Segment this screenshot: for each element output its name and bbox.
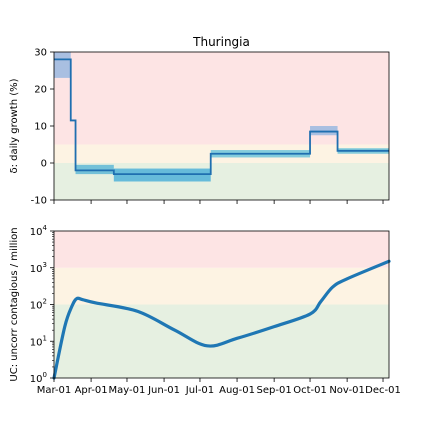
top-panel: -10 0 10 20 30 Thuringia δ: daily growth (%) — [9, 35, 390, 207]
top-y-axis-label: δ: daily growth (%) — [9, 78, 20, 173]
x-tick-label: Apr-01 — [75, 385, 108, 396]
y-tick-label: 30 — [34, 48, 47, 59]
y-tick-label: 10 — [34, 122, 47, 133]
bottom-y-axis-label: UC: uncorr contagious / million — [9, 227, 20, 381]
x-tick-label: Nov-01 — [329, 385, 365, 396]
bottom-background-band — [54, 267, 389, 305]
bottom-y-ticks: 100 101 102 103 104 — [30, 224, 54, 385]
top-x-ticks — [53, 200, 384, 204]
x-tick-label: Jul-01 — [185, 385, 214, 396]
bottom-background-band — [54, 304, 389, 378]
y-tick-label: 103 — [30, 261, 47, 275]
bottom-background-bands — [54, 231, 389, 378]
y-tick-label: 104 — [30, 224, 48, 238]
x-tick-label: Aug-01 — [219, 385, 255, 396]
growth-uncertainty-band — [54, 52, 71, 78]
top-y-ticks: -10 0 10 20 30 — [31, 48, 54, 207]
growth-step-line — [54, 58, 389, 175]
x-tick-label: Sep-01 — [257, 385, 292, 396]
top-background-band — [54, 52, 389, 145]
growth-uncertainty-band — [75, 164, 114, 175]
x-tick-label: Dec-01 — [365, 385, 401, 396]
y-tick-label: 20 — [34, 85, 47, 96]
y-tick-label: 100 — [30, 371, 47, 385]
chart-title: Thuringia — [192, 35, 250, 49]
y-tick-label: 102 — [30, 298, 47, 312]
x-tick-label: Jun-01 — [147, 385, 180, 396]
x-tick-label: Oct-01 — [293, 385, 327, 396]
growth-uncertainty-band — [310, 126, 338, 136]
growth-uncertainty-band — [113, 168, 211, 182]
x-tick-label: May-01 — [109, 385, 146, 396]
bottom-background-band — [54, 231, 389, 268]
y-tick-label: 101 — [30, 334, 47, 348]
bottom-panel: 100 101 102 103 104 Mar-01 Apr-01 May-01 Jun-01… — [9, 224, 401, 396]
contagious-curve — [52, 259, 391, 380]
top-background-bands — [54, 52, 389, 200]
y-tick-label: 0 — [41, 159, 47, 170]
y-tick-label: -10 — [31, 196, 47, 207]
bottom-x-ticks: Mar-01 Apr-01 May-01 Jun-01 Jul-01 Aug-01 Sep-… — [37, 378, 401, 396]
x-tick-label: Mar-01 — [37, 385, 72, 396]
